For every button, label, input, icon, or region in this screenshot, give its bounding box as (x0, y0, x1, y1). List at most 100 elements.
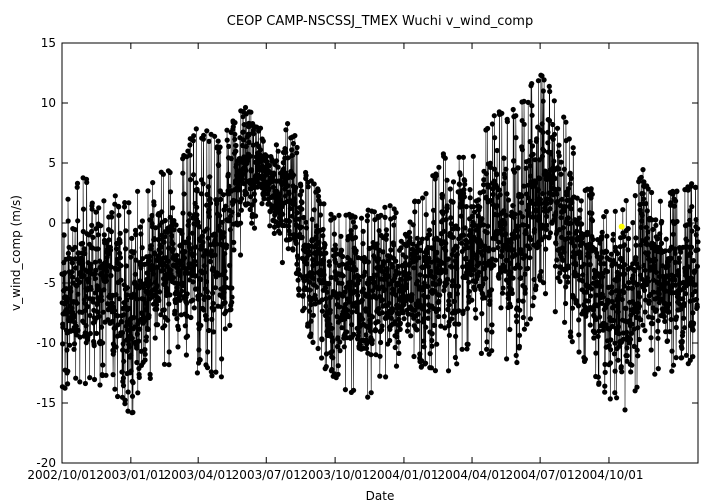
data-point (386, 273, 392, 280)
data-point (420, 284, 426, 290)
data-point (226, 183, 232, 189)
data-point (164, 289, 170, 295)
data-point (622, 407, 628, 413)
data-point (321, 201, 327, 207)
data-point (134, 345, 140, 351)
data-point (247, 153, 253, 159)
data-point (599, 300, 605, 306)
data-point (294, 261, 300, 267)
data-point (392, 344, 398, 351)
data-point (143, 307, 149, 313)
data-point (617, 343, 623, 349)
data-point (188, 314, 194, 321)
data-point (504, 356, 510, 362)
data-point (668, 255, 674, 261)
data-point (131, 314, 137, 321)
data-point (271, 172, 277, 178)
data-point (248, 109, 254, 115)
data-point (615, 324, 621, 330)
data-point (602, 383, 608, 389)
data-point (146, 258, 152, 264)
data-point (206, 327, 212, 334)
data-point (117, 250, 123, 256)
data-point (432, 274, 438, 280)
data-point (320, 226, 326, 233)
data-point (568, 220, 574, 226)
data-point (462, 181, 468, 187)
data-point (116, 204, 122, 210)
data-point (158, 250, 164, 256)
data-point (671, 203, 677, 209)
data-point (345, 314, 351, 320)
data-point (198, 322, 204, 329)
data-point (117, 255, 123, 261)
data-point (379, 323, 385, 329)
data-point (420, 195, 426, 201)
data-point (513, 313, 520, 319)
data-point (518, 247, 524, 253)
data-point (126, 200, 132, 206)
data-point (187, 152, 193, 158)
data-point (363, 308, 369, 314)
data-point (512, 211, 518, 217)
data-point (304, 261, 310, 267)
data-point (628, 369, 634, 375)
data-point (264, 153, 270, 159)
data-point (621, 289, 627, 295)
data-point (128, 254, 134, 260)
data-point (364, 213, 371, 219)
data-point (98, 293, 104, 300)
data-point (71, 312, 77, 318)
data-point (155, 237, 161, 243)
data-point (126, 209, 132, 215)
data-point (520, 298, 526, 304)
data-point (201, 307, 207, 313)
data-point (76, 279, 82, 285)
data-point (633, 242, 639, 248)
data-point (551, 217, 557, 223)
data-point (489, 329, 495, 335)
data-point (610, 237, 616, 243)
data-point (369, 314, 376, 320)
data-point (125, 327, 131, 333)
data-point (233, 148, 239, 154)
data-point (611, 303, 617, 309)
data-point (377, 373, 383, 379)
data-point (517, 210, 523, 216)
data-point (458, 213, 464, 219)
data-point (538, 268, 544, 275)
data-point (640, 167, 646, 173)
data-point (483, 171, 489, 177)
data-point (194, 370, 200, 376)
data-point (530, 151, 536, 157)
data-point (519, 147, 526, 153)
data-point (341, 344, 347, 350)
data-point (474, 254, 480, 260)
data-point (558, 171, 564, 177)
data-point (525, 99, 531, 105)
data-point (407, 235, 413, 241)
data-point (366, 280, 372, 286)
data-point (644, 235, 650, 241)
data-point (557, 278, 563, 285)
data-point (627, 336, 634, 342)
data-point (153, 225, 159, 231)
data-point (239, 176, 245, 182)
data-point (595, 374, 601, 380)
data-point (652, 371, 658, 377)
data-point (515, 165, 521, 171)
data-point (423, 212, 429, 218)
data-point (651, 263, 657, 269)
data-point (185, 265, 191, 271)
data-point (88, 286, 94, 292)
data-point (403, 254, 409, 260)
data-point (198, 276, 204, 283)
data-point (679, 345, 685, 351)
data-point (227, 213, 234, 219)
data-point (150, 266, 156, 272)
data-point (396, 270, 402, 276)
data-point (354, 308, 360, 315)
data-point (431, 219, 437, 226)
data-point (217, 144, 223, 150)
data-point (205, 184, 211, 190)
